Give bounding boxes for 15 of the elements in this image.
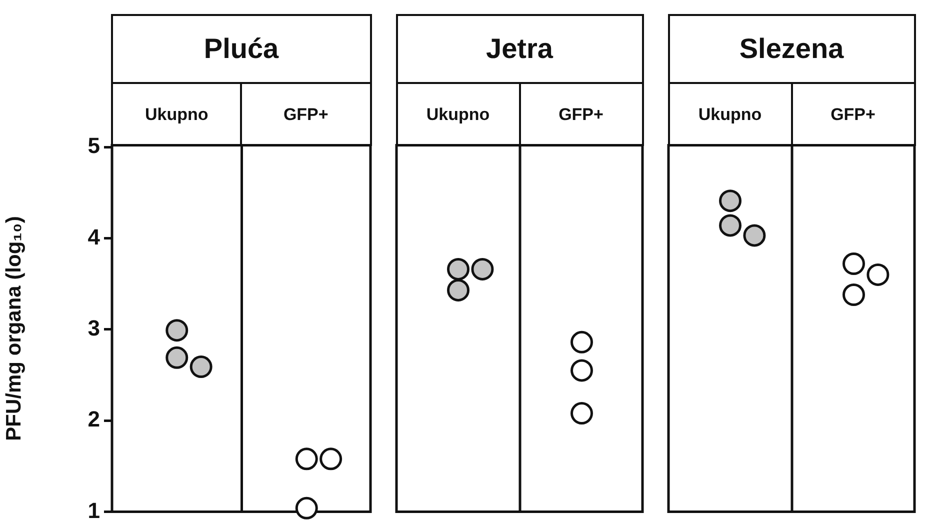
chart-title: Slezena <box>670 16 914 84</box>
x-tick-label: Ukupno <box>425 104 491 126</box>
chart-title: Pluća <box>113 16 370 84</box>
x-tick-label: Ukupno <box>144 104 210 126</box>
x-tick-label: GFP+ <box>790 84 914 146</box>
x-tick-label: GFP+ <box>240 84 370 146</box>
y-tick-label: 1 <box>88 498 100 523</box>
x-tick-label: Ukupno <box>697 104 763 126</box>
y-tick-label: 3 <box>88 315 100 340</box>
chart-title: Jetra <box>398 16 642 84</box>
y-axis-title: PFU/mg organa (log₁₀) <box>2 216 26 441</box>
y-tick-label: 2 <box>88 406 100 432</box>
y-tick-label: 5 <box>88 133 100 158</box>
y-tick-label: 4 <box>88 224 101 250</box>
x-tick-label: GFP+ <box>518 84 642 146</box>
